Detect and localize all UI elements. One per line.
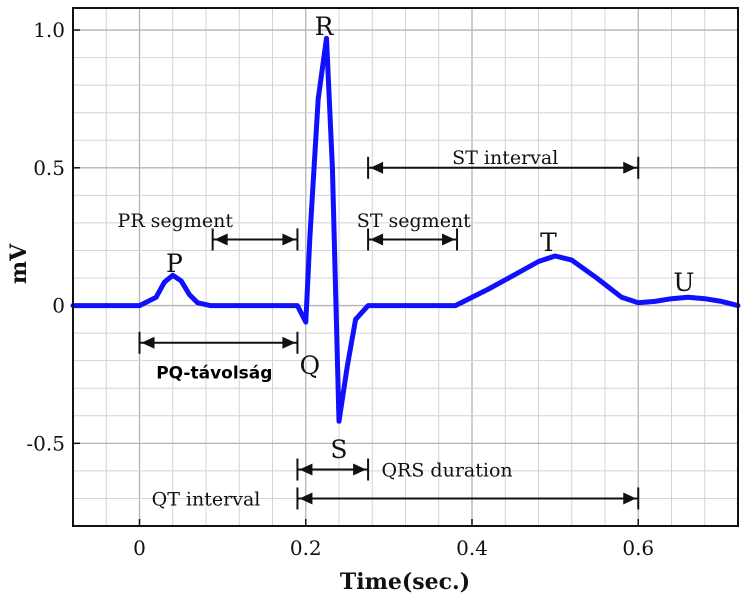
annotation-label: PQ-távolság <box>156 364 272 384</box>
x-tick-label: 0.6 <box>622 536 654 560</box>
arrowhead-left <box>299 492 313 505</box>
arrowhead-right <box>623 492 637 505</box>
arrowhead-left <box>370 233 384 246</box>
x-tick-label: 0 <box>133 536 146 560</box>
annotation-label: QT interval <box>152 488 261 510</box>
arrowhead-left <box>141 336 155 349</box>
y-tick-label: 1.0 <box>33 18 65 42</box>
x-tick-label: 0.4 <box>456 536 488 560</box>
interval-annotations: ST interval PR segment ST segment PQ-távols… <box>118 147 640 510</box>
annotation-label: ST segment <box>357 210 471 232</box>
x-tick-label: 0.2 <box>290 536 322 560</box>
ecg-trace-line <box>70 35 741 424</box>
arrowhead-right <box>353 463 367 476</box>
x-axis-label: Time(sec.) <box>340 569 470 595</box>
wave-label: U <box>673 268 694 297</box>
y-tick-label: -0.5 <box>26 431 65 455</box>
plot-frame <box>72 7 739 527</box>
arrowhead-left <box>299 463 313 476</box>
arrowhead-right <box>442 233 456 246</box>
wave-label: T <box>540 228 557 257</box>
y-tick-label: 0 <box>52 294 65 318</box>
arrowhead-left <box>370 161 384 174</box>
annotation-label: QRS duration <box>381 460 512 482</box>
arrowhead-right <box>282 233 296 246</box>
arrowhead-left <box>214 233 228 246</box>
wave-label: R <box>315 12 335 41</box>
annotation-label: PR segment <box>118 210 234 232</box>
y-axis-label: mV <box>6 243 32 284</box>
wave-label: S <box>330 435 347 464</box>
wave-label: Q <box>300 351 321 380</box>
arrowhead-right <box>623 161 637 174</box>
annotation-label: ST interval <box>452 147 558 169</box>
wave-labels: P Q R S T U <box>166 12 695 464</box>
wave-label: P <box>166 249 183 278</box>
arrowhead-right <box>282 336 296 349</box>
axis-ticks: 0 0.2 0.4 0.6 -0.5 0 0.5 1.0 <box>26 18 654 560</box>
y-tick-label: 0.5 <box>33 156 65 180</box>
ecg-series <box>70 35 741 424</box>
